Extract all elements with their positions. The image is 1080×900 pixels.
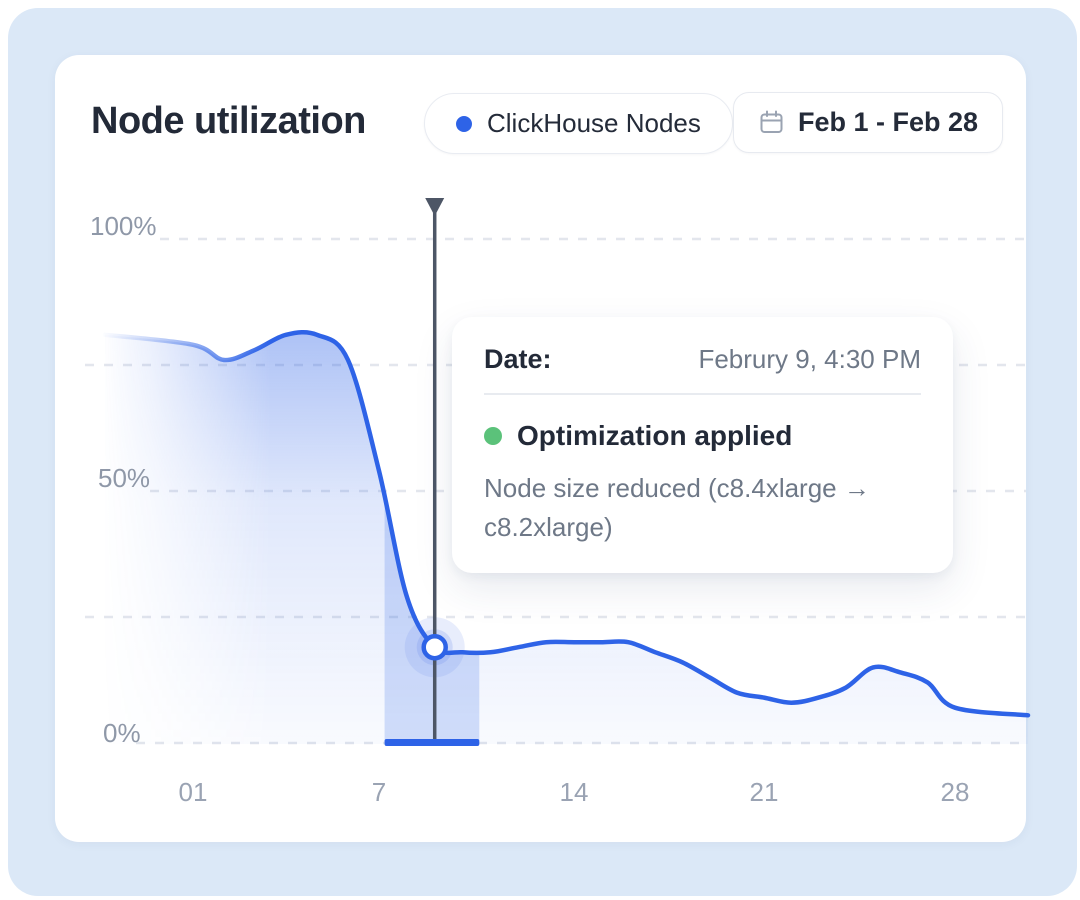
selected-data-point[interactable]	[421, 633, 448, 661]
calendar-icon	[760, 110, 783, 133]
y-axis-label-50: 50%	[98, 463, 151, 493]
date-range-label: Feb 1 - Feb 28	[798, 107, 979, 137]
tooltip-divider	[484, 393, 921, 395]
series-line	[102, 330, 1031, 718]
page-title: Node utilization	[91, 100, 366, 142]
event-status-dot-icon	[484, 426, 502, 445]
date-range-picker[interactable]: Feb 1 - Feb 28	[733, 92, 1004, 153]
marker-handle-icon[interactable]	[425, 198, 445, 216]
legend-dot-icon	[456, 115, 472, 132]
highlight-band-baseline	[384, 739, 480, 746]
tooltip-event-label: Optimization applied	[517, 419, 793, 451]
legend-label: ClickHouse Nodes	[487, 108, 701, 138]
x-axis-label-28: 28	[940, 777, 970, 807]
series-area-fill	[105, 332, 1028, 744]
x-axis-label-7: 7	[371, 777, 387, 807]
tooltip-date-value: Februry 9, 4:30 PM	[698, 344, 921, 374]
y-axis-label-100: 100%	[90, 211, 157, 241]
chart-tooltip: Date: Februry 9, 4:30 PM Optimization ap…	[452, 317, 953, 573]
y-axis-label-0: 0%	[103, 718, 141, 748]
tooltip-description: Node size reduced (c8.4xlarge → c8.2xlar…	[484, 472, 870, 542]
tooltip-date-label: Date:	[484, 344, 552, 374]
x-axis-label-14: 14	[559, 777, 589, 807]
x-axis-label-21: 21	[749, 777, 779, 807]
x-axis-label-1: 01	[178, 777, 208, 807]
legend-clickhouse-nodes[interactable]: ClickHouse Nodes	[424, 93, 733, 154]
